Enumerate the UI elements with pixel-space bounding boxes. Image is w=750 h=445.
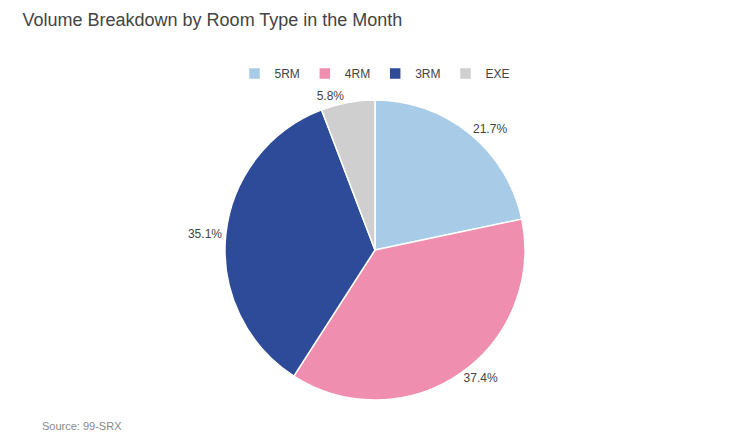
svg-text:Volume Breakdown by Room Type: Volume Breakdown by Room Type in the Mon… bbox=[23, 10, 403, 30]
svg-text:37.4%: 37.4% bbox=[464, 371, 498, 385]
svg-text:EXE: EXE bbox=[486, 67, 510, 81]
svg-text:4RM: 4RM bbox=[345, 67, 370, 81]
svg-text:5.8%: 5.8% bbox=[317, 89, 345, 103]
svg-text:Source: 99-SRX: Source: 99-SRX bbox=[42, 420, 122, 432]
svg-text:3RM: 3RM bbox=[415, 67, 440, 81]
svg-text:5RM: 5RM bbox=[275, 67, 300, 81]
svg-text:21.7%: 21.7% bbox=[473, 122, 507, 136]
svg-text:35.1%: 35.1% bbox=[188, 227, 222, 241]
